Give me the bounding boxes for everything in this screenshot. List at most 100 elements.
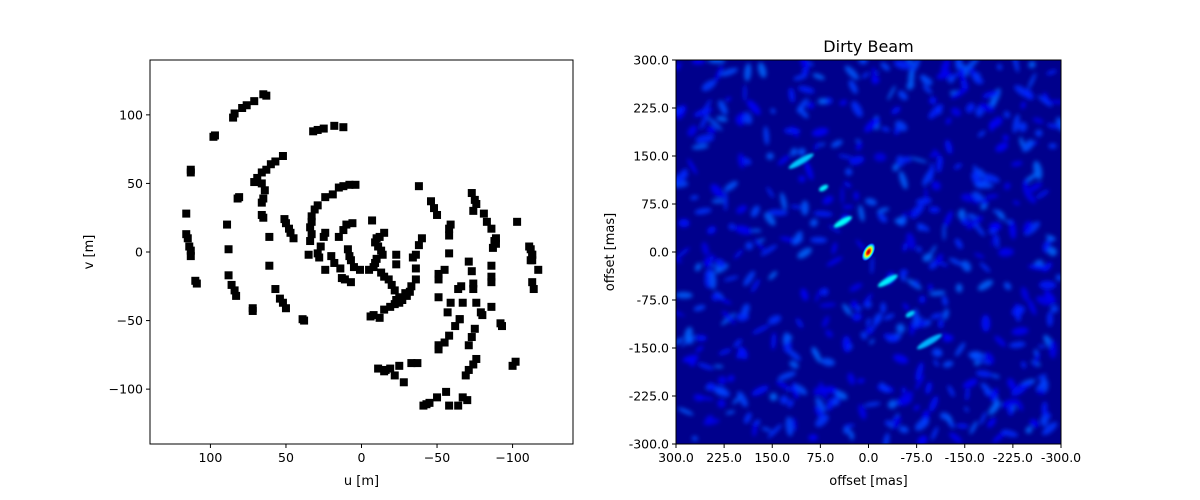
uv-point (281, 304, 290, 313)
uv-y-tick-label: 50 (127, 176, 143, 191)
beam-noise-blob (851, 101, 863, 118)
beam-noise-blob (676, 179, 689, 188)
beam-noise-blob (845, 168, 853, 176)
beam-y-tick-label: -75.0 (637, 293, 669, 308)
beam-noise-blob (800, 200, 809, 216)
uv-point (307, 212, 316, 221)
beam-noise-blob (727, 375, 735, 382)
beam-noise-blob (1018, 121, 1028, 132)
beam-noise-blob (751, 385, 769, 396)
beam-noise-blob (962, 378, 978, 389)
beam-noise-blob (1046, 311, 1054, 327)
uv-point (266, 160, 275, 169)
uv-point (442, 387, 451, 396)
beam-noise-blob (975, 358, 991, 365)
beam-noise-blob (1003, 182, 1011, 190)
beam-noise-blob (766, 152, 774, 160)
beam-noise-blob (782, 332, 790, 345)
uv-point (315, 253, 324, 262)
beam-noise-blob (785, 416, 794, 437)
beam-noise-blob (919, 74, 928, 81)
beam-noise-blob (676, 247, 690, 260)
beam-noise-blob (901, 387, 907, 394)
uv-point (313, 125, 322, 134)
beam-x-tick-label: 150.0 (754, 450, 790, 465)
beam-noise-blob (943, 210, 953, 228)
beam-noise-blob (780, 192, 787, 211)
uv-point (250, 178, 259, 187)
beam-noise-blob (929, 162, 934, 182)
beam-noise-blob (955, 342, 966, 357)
beam-noise-blob (819, 302, 836, 308)
beam-noise-blob (703, 418, 720, 426)
uv-point (407, 359, 416, 368)
beam-noise-blob (701, 79, 716, 92)
beam-noise-blob (917, 435, 928, 444)
uv-point (265, 232, 274, 241)
uv-point (463, 396, 472, 405)
beam-noise-blob (883, 432, 890, 444)
beam-noise-blob (1009, 341, 1026, 349)
beam-noise-blob (855, 239, 866, 251)
uv-point (381, 365, 390, 374)
beam-noise-blob (752, 324, 770, 335)
uv-point (464, 257, 473, 266)
uv-point (440, 338, 449, 347)
beam-noise-blob (750, 228, 762, 233)
beam-noise-blob (839, 99, 848, 106)
uv-point (470, 324, 479, 333)
beam-noise-blob (1019, 136, 1025, 148)
beam-noise-blob (1040, 415, 1049, 427)
beam-noise-blob (710, 264, 724, 271)
beam-noise-blob (769, 392, 778, 401)
beam-noise-blob (979, 262, 991, 273)
uv-point (487, 272, 496, 281)
beam-noise-blob (851, 312, 862, 322)
uv-y-tick-label: 0 (135, 245, 143, 260)
beam-noise-blob (1042, 262, 1053, 272)
beam-noise-blob (1046, 123, 1060, 129)
beam-noise-blob (695, 334, 707, 342)
beam-noise-blob (966, 213, 978, 220)
beam-sidelobe (788, 153, 814, 169)
beam-noise-blob (966, 215, 983, 230)
uv-point (491, 239, 500, 248)
uv-point (488, 243, 497, 252)
beam-noise-blob (1025, 426, 1033, 434)
beam-noise-blob (1013, 200, 1020, 205)
beam-noise-blob (987, 417, 997, 428)
beam-noise-blob (724, 97, 732, 102)
beam-noise-blob (977, 130, 986, 138)
beam-noise-blob (929, 395, 939, 412)
beam-noise-blob (954, 238, 963, 249)
uv-point (265, 261, 274, 270)
uv-point (313, 201, 322, 210)
uv-point (286, 228, 295, 237)
uv-point (392, 260, 401, 269)
uv-point (304, 250, 313, 259)
uv-x-axis: 100 50 0 −50 −100 (198, 444, 530, 465)
beam-noise-blob (949, 432, 963, 444)
uv-point (339, 123, 348, 132)
beam-noise-blob (869, 339, 875, 345)
uv-point (186, 252, 195, 261)
uv-point (185, 242, 194, 251)
beam-noise-blob (711, 293, 720, 301)
beam-noise-blob (777, 154, 791, 166)
beam-noise-blob (985, 194, 999, 199)
beam-noise-blob (866, 318, 872, 327)
uv-x-tick-label: 0 (358, 450, 366, 465)
beam-noise-blob (1041, 401, 1048, 417)
uv-point (192, 279, 201, 288)
beam-noise-blob (870, 316, 881, 331)
beam-noise-blob (973, 222, 985, 237)
uv-point (445, 224, 454, 233)
beam-noise-blob (1027, 299, 1037, 316)
beam-noise-blob (815, 414, 829, 428)
beam-noise-blob (1037, 373, 1047, 380)
uv-point (319, 232, 328, 241)
beam-noise-blob (826, 256, 843, 267)
uv-point (445, 331, 454, 340)
beam-noise-blob (1044, 290, 1056, 304)
uv-point (232, 291, 241, 300)
